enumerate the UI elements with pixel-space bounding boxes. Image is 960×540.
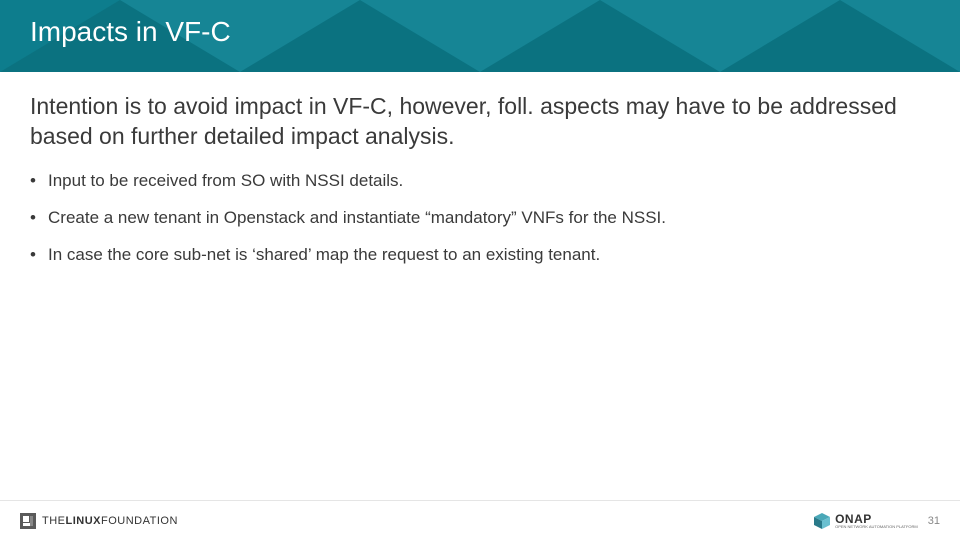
- onap-logo: ONAP OPEN NETWORK AUTOMATION PLATFORM: [813, 512, 918, 530]
- footer-left-logo: THELINUXFOUNDATION: [20, 513, 178, 529]
- onap-sub: OPEN NETWORK AUTOMATION PLATFORM: [835, 525, 918, 529]
- slide: Impacts in VF-C Intention is to avoid im…: [0, 0, 960, 540]
- onap-main: ONAP: [835, 513, 918, 525]
- slide-title: Impacts in VF-C: [30, 16, 231, 48]
- bullet-item: Input to be received from SO with NSSI d…: [30, 170, 930, 193]
- lf-suffix: FOUNDATION: [101, 515, 178, 527]
- lf-prefix: THE: [42, 515, 66, 527]
- bullet-list: Input to be received from SO with NSSI d…: [30, 170, 930, 281]
- footer: THELINUXFOUNDATION ONAP OPEN NETWORK AUT…: [0, 500, 960, 540]
- lf-main: LINUX: [66, 515, 102, 527]
- linux-foundation-text: THELINUXFOUNDATION: [42, 515, 178, 527]
- onap-text: ONAP OPEN NETWORK AUTOMATION PLATFORM: [835, 513, 918, 529]
- linux-foundation-icon: [20, 513, 36, 529]
- footer-right: ONAP OPEN NETWORK AUTOMATION PLATFORM 31: [813, 512, 940, 530]
- bullet-item: In case the core sub-net is ‘shared’ map…: [30, 244, 930, 267]
- onap-icon: [813, 512, 831, 530]
- page-number: 31: [928, 515, 940, 527]
- bullet-item: Create a new tenant in Openstack and ins…: [30, 207, 930, 230]
- intro-text: Intention is to avoid impact in VF-C, ho…: [30, 92, 930, 152]
